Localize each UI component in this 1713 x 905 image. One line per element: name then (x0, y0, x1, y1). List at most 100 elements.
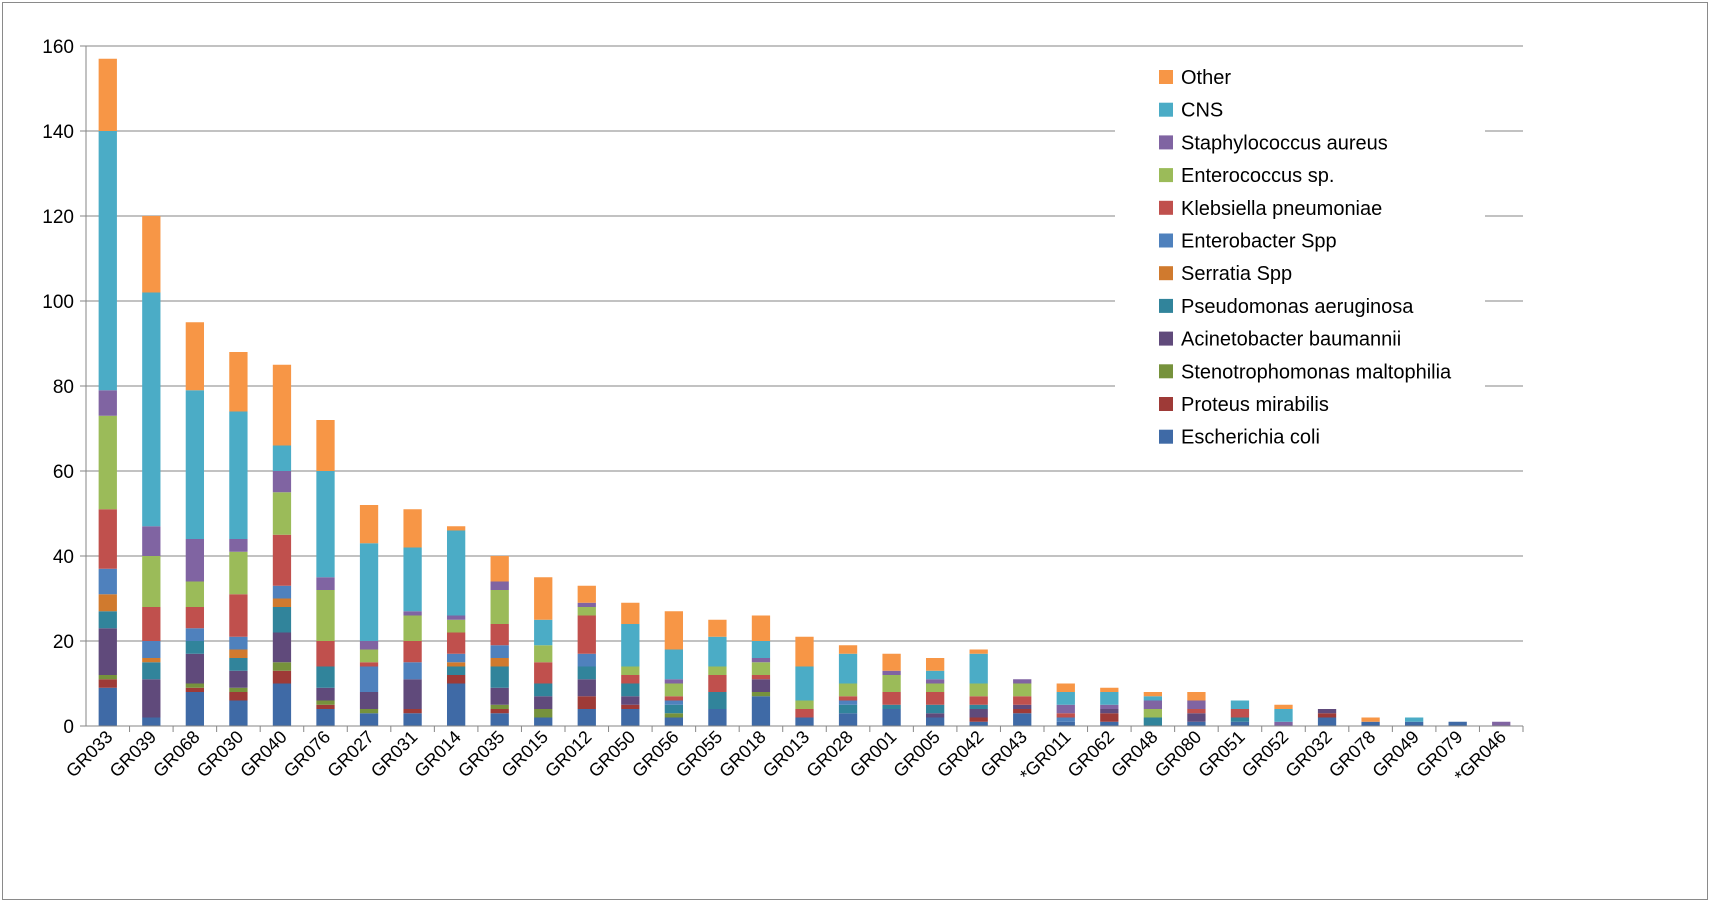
y-tick-label: 160 (42, 37, 74, 58)
bar-segment-GR005-klebsiella-pneumoniae (925, 692, 945, 705)
bar-segment-GR014-staphylococcus-aureus (446, 615, 466, 620)
x-tick-label: GR039 (106, 727, 160, 781)
x-tick-label: GR005 (889, 727, 943, 781)
bar-segment-GR018-stenotrophomonas-maltophilia (751, 692, 771, 697)
bar-segment-GR040-serratia-spp (272, 598, 292, 607)
y-tick-label: 40 (53, 547, 74, 568)
legend-swatch (1159, 233, 1173, 248)
bar-segment-GR056-pseudomonas-aeruginosa (664, 704, 684, 714)
bar-segment-GR043-klebsiella-pneumoniae (1013, 696, 1032, 705)
bar-segment-GR027-escherichia-coli (359, 713, 379, 726)
bar-segment-GR018-klebsiella-pneumoniae (751, 675, 771, 680)
bar-segment-GR012-enterobacter-spp (577, 653, 596, 667)
bar-segment-GR050-proteus-mirabilis (621, 704, 640, 709)
bar-segment-GR014-escherichia-coli (446, 683, 466, 726)
bar-segment-GR040-cns (272, 445, 292, 471)
bar-segment-GR018-acinetobacter-baumannii (751, 679, 771, 692)
bar-segment-GR050-escherichia-coli (621, 709, 640, 726)
bar-segment-GR039-escherichia-coli (142, 717, 161, 726)
bar-segment-GR005-pseudomonas-aeruginosa (925, 704, 945, 714)
bar-segment-GR050-other (621, 602, 640, 624)
bar-segment-GR031-other (403, 509, 422, 548)
x-tick-label: GR052 (1238, 727, 1292, 781)
bar-segment-GR031-escherichia-coli (403, 713, 422, 726)
bar-segment-GR012-acinetobacter-baumannii (577, 679, 596, 697)
bar-segment-GR015-klebsiella-pneumoniae (534, 662, 553, 684)
bar-segment-GR040-stenotrophomonas-maltophilia (272, 662, 292, 671)
bar-segment-*GR011-escherichia-coli (1056, 721, 1075, 726)
bar-segment-GR014-pseudomonas-aeruginosa (446, 666, 466, 675)
bar-segment-GR035-other (490, 556, 509, 582)
bar-segment-GR050-klebsiella-pneumoniae (621, 675, 640, 684)
legend-label: Klebsiella pneumoniae (1181, 198, 1382, 220)
bar-segment-GR076-acinetobacter-baumannii (316, 687, 335, 701)
bar-segment-GR050-acinetobacter-baumannii (621, 696, 640, 705)
bar-segment-GR001-enterococcus-sp- (882, 675, 901, 692)
bar-segment-GR048-cns (1143, 696, 1163, 701)
bar-segment-GR012-other (577, 585, 596, 603)
bar-segment-GR039-enterobacter-spp (142, 641, 161, 658)
bar-segment-GR012-escherichia-coli (577, 709, 596, 726)
bar-segment-GR027-klebsiella-pneumoniae (359, 662, 379, 667)
bar-segment-GR033-enterobacter-spp (98, 568, 117, 595)
bar-segment-GR043-acinetobacter-baumannii (1013, 704, 1032, 709)
bar-segment-GR052-other (1274, 704, 1293, 709)
bar-segment-GR030-enterococcus-sp- (229, 551, 248, 595)
bar-segment-GR051-pseudomonas-aeruginosa (1230, 717, 1250, 722)
bar-segment-GR014-cns (446, 530, 466, 616)
bar-segment-GR012-pseudomonas-aeruginosa (577, 666, 596, 680)
bar-segment-GR033-serratia-spp (98, 594, 117, 612)
legend-label: Pseudomonas aeruginosa (1181, 296, 1414, 318)
bar-segment-GR030-enterobacter-spp (229, 636, 248, 650)
bar-segment-GR049-escherichia-coli (1404, 721, 1424, 726)
bar-segment-GR056-staphylococcus-aureus (664, 679, 684, 684)
bar-segment-GR056-klebsiella-pneumoniae (664, 696, 684, 701)
x-tick-label: GR080 (1151, 727, 1205, 781)
bar-segment-GR030-pseudomonas-aeruginosa (229, 658, 248, 671)
bar-segment-GR035-escherichia-coli (490, 713, 509, 726)
bar-segment-GR032-escherichia-coli (1317, 717, 1337, 726)
x-tick-label: GR050 (585, 727, 639, 781)
bar-segment-GR068-acinetobacter-baumannii (185, 653, 205, 684)
bar-segment-GR014-proteus-mirabilis (446, 675, 466, 684)
bar-segment-GR027-cns (359, 543, 379, 641)
bar-segment-GR035-serratia-spp (490, 658, 509, 667)
bar-segment-GR039-acinetobacter-baumannii (142, 679, 161, 718)
legend-label: Acinetobacter baumannii (1181, 329, 1401, 351)
bar-segment-GR076-stenotrophomonas-maltophilia (316, 700, 335, 705)
legend-swatch (1159, 266, 1173, 281)
bar-segment-GR039-pseudomonas-aeruginosa (142, 662, 161, 680)
x-tick-label: GR048 (1107, 727, 1161, 781)
bar-segment-GR014-enterobacter-spp (446, 653, 466, 663)
bar-segment-GR030-klebsiella-pneumoniae (229, 594, 248, 637)
bar-segment-GR056-enterobacter-spp (664, 700, 684, 705)
bar-segment-GR040-escherichia-coli (272, 683, 292, 726)
bar-segment-GR031-acinetobacter-baumannii (403, 679, 422, 709)
bar-segment-GR033-proteus-mirabilis (98, 679, 117, 688)
bar-segment-GR080-acinetobacter-baumannii (1187, 713, 1206, 722)
x-tick-label: GR030 (193, 727, 247, 781)
x-tick-label: GR062 (1064, 727, 1118, 781)
x-tick-label: GR068 (149, 727, 203, 781)
bar-segment-GR030-cns (229, 411, 248, 539)
y-tick-label: 20 (53, 632, 74, 653)
bar-segment-GR013-other (795, 636, 814, 667)
bar-segment-GR051-cns (1230, 700, 1250, 709)
bar-segment-GR068-enterococcus-sp- (185, 581, 205, 607)
x-tick-label: GR051 (1194, 727, 1248, 781)
bar-segment-GR040-acinetobacter-baumannii (272, 632, 292, 663)
bar-segment-GR005-acinetobacter-baumannii (925, 713, 945, 718)
bar-segment-GR056-enterococcus-sp- (664, 683, 684, 697)
bar-segment-GR027-enterococcus-sp- (359, 649, 379, 663)
bar-segment-GR062-staphylococcus-aureus (1100, 704, 1119, 709)
bar-segment-GR027-staphylococcus-aureus (359, 641, 379, 650)
bar-segment-GR030-other (229, 352, 248, 412)
bar-segment-GR048-other (1143, 692, 1163, 697)
bar-segment-GR080-escherichia-coli (1187, 721, 1206, 726)
bar-segment-GR028-klebsiella-pneumoniae (838, 696, 858, 701)
bar-segment-GR018-cns (751, 641, 771, 658)
legend-label: Escherichia coli (1181, 427, 1320, 449)
bar-segment-GR056-other (664, 611, 684, 650)
bar-segment-GR030-stenotrophomonas-maltophilia (229, 687, 248, 692)
